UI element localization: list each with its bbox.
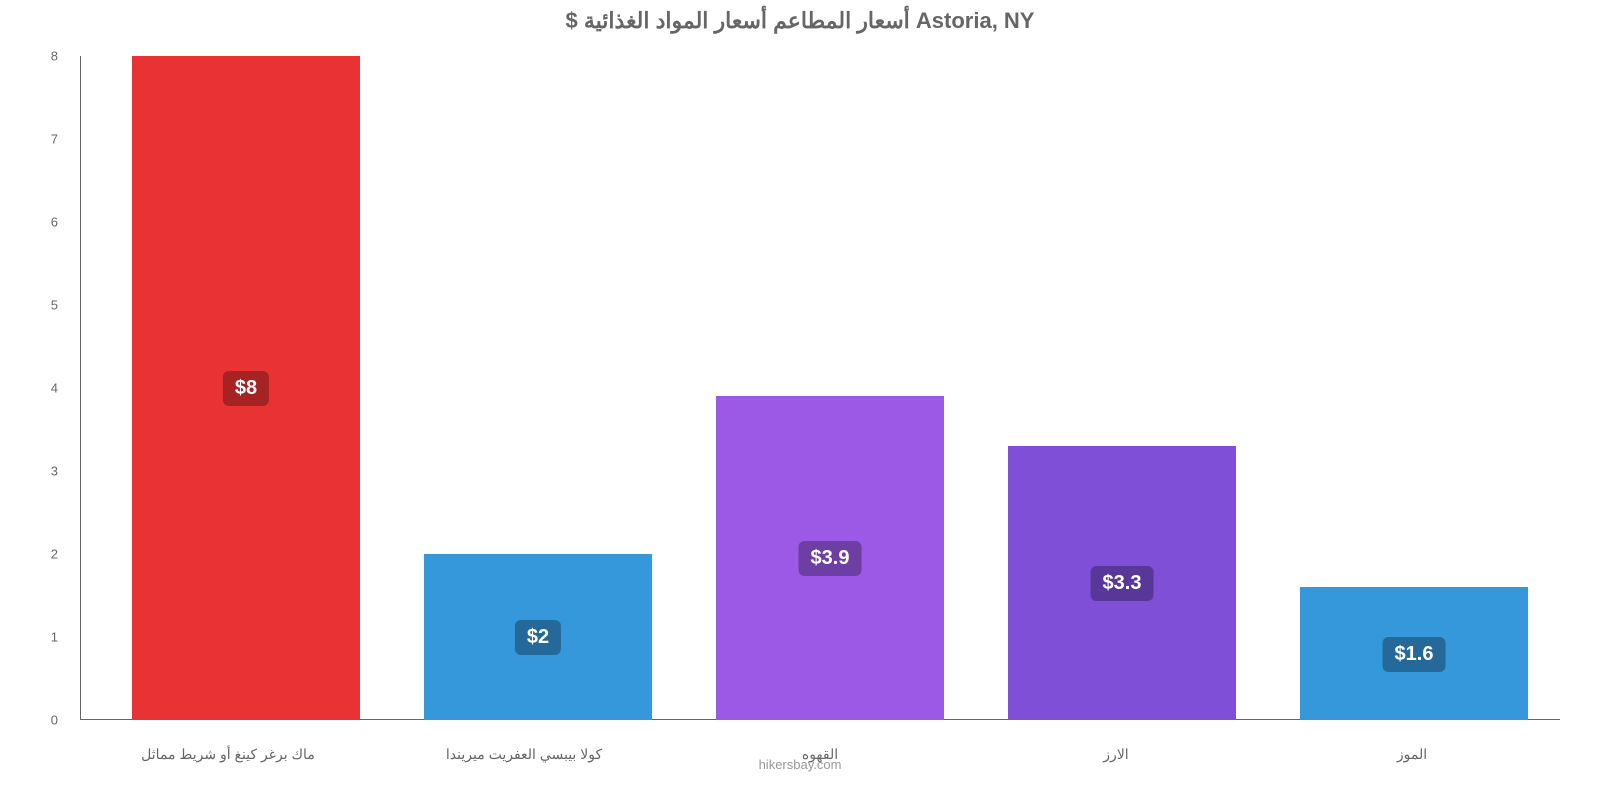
bar: $3.9 bbox=[716, 396, 944, 720]
bar-value-label: $3.9 bbox=[799, 541, 862, 576]
bar-value-label: $3.3 bbox=[1091, 566, 1154, 601]
y-axis: 012345678 bbox=[40, 56, 60, 720]
bar: $3.3 bbox=[1008, 446, 1236, 720]
y-tick: 2 bbox=[40, 547, 58, 562]
y-tick: 6 bbox=[40, 215, 58, 230]
bar-value-label: $2 bbox=[515, 620, 561, 655]
y-tick: 4 bbox=[40, 381, 58, 396]
bar-value-label: $8 bbox=[223, 371, 269, 406]
y-tick: 0 bbox=[40, 713, 58, 728]
bar: $1.6 bbox=[1300, 587, 1528, 720]
chart-title: Astoria, NY أسعار المطاعم أسعار المواد ا… bbox=[0, 0, 1600, 34]
y-tick: 7 bbox=[40, 132, 58, 147]
attribution: hikersbay.com bbox=[0, 757, 1600, 772]
y-tick: 1 bbox=[40, 630, 58, 645]
y-tick: 3 bbox=[40, 464, 58, 479]
bars-group: $8 $2 $3.9 $3.3 $1.6 bbox=[100, 56, 1560, 720]
bar: $2 bbox=[424, 554, 652, 720]
chart-container: 012345678 $8$2$3.9$3.3$1.6 bbox=[60, 56, 1560, 720]
bar-value-label: $1.6 bbox=[1383, 637, 1446, 672]
y-tick: 8 bbox=[40, 49, 58, 64]
bar: $8 bbox=[132, 56, 360, 720]
chart-area: $8 $2 $3.9 $3.3 $1.6 bbox=[80, 56, 1560, 720]
y-tick: 5 bbox=[40, 298, 58, 313]
